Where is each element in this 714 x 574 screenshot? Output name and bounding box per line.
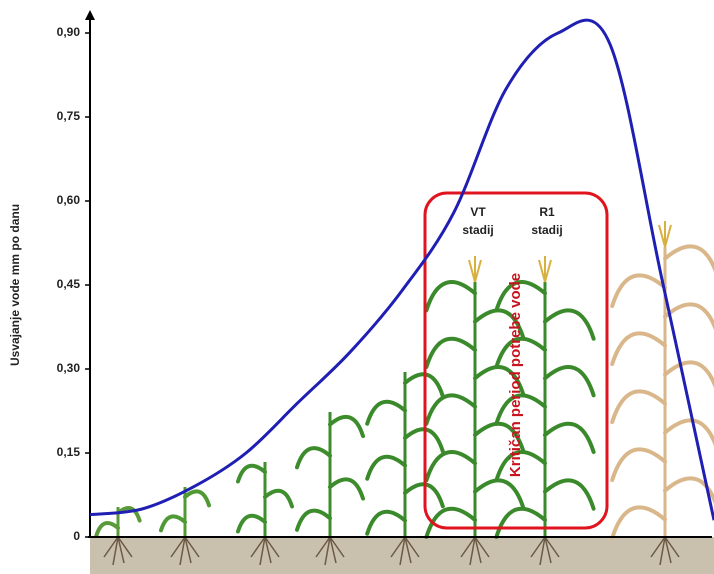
y-tick-label: 0,75	[57, 109, 81, 123]
leaf	[424, 280, 477, 313]
root	[650, 536, 680, 566]
leaf	[424, 336, 477, 370]
y-tick-label: 0	[73, 529, 80, 543]
leaf	[424, 393, 477, 426]
leaf	[94, 521, 120, 538]
leaf	[543, 478, 596, 511]
tassel	[658, 221, 672, 248]
leaf	[543, 308, 596, 341]
leaf	[236, 513, 267, 534]
leaf	[365, 454, 407, 481]
stage-label: stadij	[462, 223, 493, 237]
leaf	[365, 509, 407, 536]
y-axis-label: Usvajanje vode mm po danu	[8, 204, 22, 366]
y-axis-arrow	[85, 10, 95, 20]
leaf	[494, 336, 547, 370]
leaf	[295, 508, 332, 532]
leaf	[159, 514, 187, 533]
y-tick-label: 0,90	[57, 25, 81, 39]
leaf	[424, 506, 477, 540]
leaf	[236, 463, 267, 484]
stage-label: VT	[470, 205, 486, 219]
leaf	[403, 372, 445, 399]
plants	[94, 221, 714, 566]
root	[250, 536, 280, 566]
leaf	[295, 446, 332, 470]
leaf	[494, 506, 547, 540]
leaf	[403, 427, 445, 454]
stage-label: R1	[539, 205, 555, 219]
leaf	[473, 308, 526, 341]
leaf	[610, 331, 667, 367]
tassel	[538, 256, 552, 283]
leaf	[263, 488, 294, 509]
root	[460, 536, 490, 566]
leaf	[543, 365, 596, 398]
leaf	[403, 482, 445, 509]
leaf	[663, 360, 714, 389]
y-tick-label: 0,30	[57, 361, 81, 375]
leaf	[473, 421, 526, 455]
stage-label: stadij	[531, 223, 562, 237]
leaf	[543, 421, 596, 455]
y-tick-label: 0,45	[57, 277, 81, 291]
leaf	[328, 477, 365, 501]
line	[89, 18, 714, 521]
root	[170, 536, 200, 566]
tassel	[468, 256, 482, 283]
leaf	[473, 478, 526, 511]
critical-box	[423, 191, 609, 530]
root	[103, 536, 133, 566]
leaf	[473, 365, 526, 398]
leaf	[424, 450, 477, 483]
leaf	[494, 450, 547, 483]
root	[390, 536, 420, 566]
leaf	[365, 399, 407, 426]
leaf	[610, 447, 667, 483]
y-tick-label: 0,60	[57, 193, 81, 207]
leaf	[328, 414, 365, 439]
leaf	[663, 244, 714, 273]
root	[530, 536, 560, 566]
leaf	[183, 489, 211, 508]
y-tick-label: 0,15	[57, 445, 81, 459]
leaf	[610, 505, 667, 541]
leaf	[663, 476, 714, 505]
leaf	[610, 273, 667, 309]
leaf	[494, 393, 547, 426]
root	[315, 536, 345, 566]
leaf	[494, 280, 547, 313]
leaf	[663, 302, 714, 331]
critical-label: Kritičan period potrebe vode	[507, 273, 524, 477]
leaf	[663, 418, 714, 447]
leaf	[610, 389, 667, 425]
